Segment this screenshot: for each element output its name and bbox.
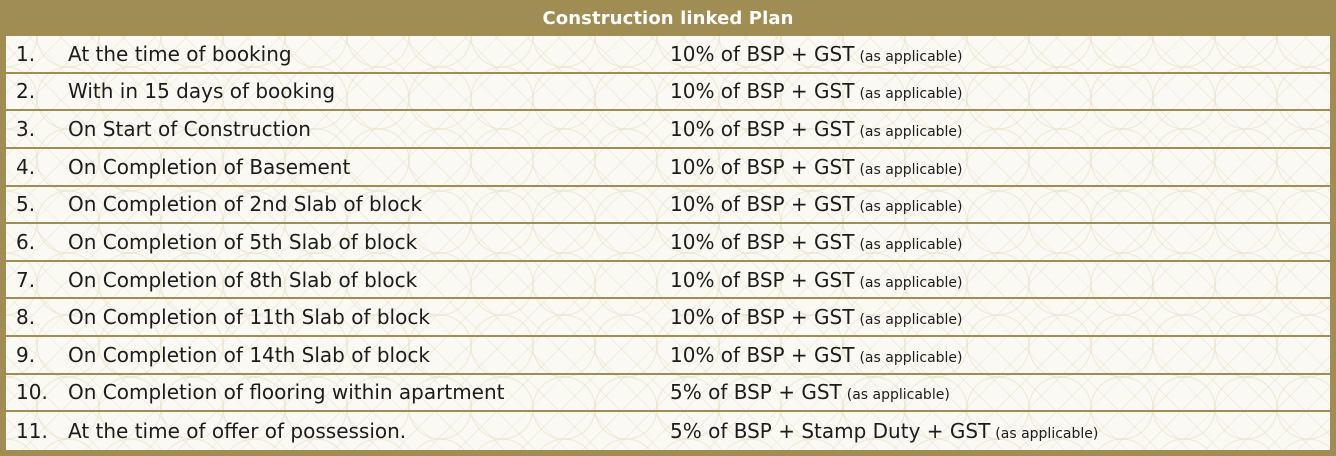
row-number: 9. [16, 342, 36, 367]
row-description: On Completion of 5th Slab of block [68, 229, 418, 254]
row-number: 4. [16, 154, 36, 179]
payment-plan-table: 1. At the time of booking 10% of BSP + G… [6, 36, 1330, 450]
row-payment: 10% of BSP + GST (as applicable) [670, 268, 963, 292]
table-row: 2. With in 15 days of booking 10% of BSP… [6, 74, 1330, 112]
row-payment: 10% of BSP + GST (as applicable) [670, 155, 963, 179]
row-number: 6. [16, 229, 36, 254]
row-number: 5. [16, 192, 36, 217]
row-number: 2. [16, 79, 36, 104]
payment-amount: 10% of BSP + GST [670, 41, 855, 66]
payment-amount: 5% of BSP + Stamp Duty + GST [670, 419, 991, 444]
applicability-note: (as applicable) [995, 426, 1099, 443]
row-description: On Completion of Basement [68, 154, 351, 179]
row-description: On Completion of flooring within apartme… [68, 380, 505, 405]
row-payment: 10% of BSP + GST (as applicable) [670, 230, 963, 254]
row-payment: 5% of BSP + GST (as applicable) [670, 380, 950, 404]
row-payment: 5% of BSP + Stamp Duty + GST (as applicab… [670, 419, 1098, 443]
applicability-note: (as applicable) [859, 86, 963, 103]
row-number: 1. [16, 41, 36, 66]
table-row: 10. On Completion of flooring within apa… [6, 375, 1330, 413]
plan-title: Construction linked Plan [542, 7, 794, 29]
row-number: 3. [16, 117, 36, 142]
applicability-note: (as applicable) [859, 199, 963, 216]
row-payment: 10% of BSP + GST (as applicable) [670, 192, 963, 216]
row-description: On Completion of 2nd Slab of block [68, 192, 423, 217]
applicability-note: (as applicable) [859, 312, 963, 329]
row-number: 7. [16, 267, 36, 292]
row-payment: 10% of BSP + GST (as applicable) [670, 79, 963, 103]
row-number: 10. [16, 380, 48, 405]
table-row: 5. On Completion of 2nd Slab of block 10… [6, 187, 1330, 225]
payment-amount: 10% of BSP + GST [670, 267, 855, 292]
applicability-note: (as applicable) [859, 124, 963, 141]
payment-amount: 5% of BSP + GST [670, 380, 842, 405]
row-description: On Completion of 11th Slab of block [68, 305, 430, 330]
row-description: On Completion of 14th Slab of block [68, 342, 430, 367]
payment-amount: 10% of BSP + GST [670, 79, 855, 104]
table-row: 9. On Completion of 14th Slab of block 1… [6, 337, 1330, 375]
row-payment: 10% of BSP + GST (as applicable) [670, 343, 963, 367]
payment-amount: 10% of BSP + GST [670, 305, 855, 330]
table-row: 1. At the time of booking 10% of BSP + G… [6, 36, 1330, 74]
applicability-note: (as applicable) [846, 387, 950, 404]
row-number: 11. [16, 419, 48, 444]
payment-amount: 10% of BSP + GST [670, 154, 855, 179]
applicability-note: (as applicable) [859, 48, 963, 65]
applicability-note: (as applicable) [859, 349, 963, 366]
applicability-note: (as applicable) [859, 161, 963, 178]
payment-amount: 10% of BSP + GST [670, 117, 855, 142]
table-row: 3. On Start of Construction 10% of BSP +… [6, 111, 1330, 149]
row-payment: 10% of BSP + GST (as applicable) [670, 305, 963, 329]
payment-amount: 10% of BSP + GST [670, 342, 855, 367]
row-number: 8. [16, 305, 36, 330]
row-payment: 10% of BSP + GST (as applicable) [670, 42, 963, 66]
table-row: 11. At the time of offer of possession. … [6, 412, 1330, 450]
row-description: With in 15 days of booking [68, 79, 336, 104]
applicability-note: (as applicable) [859, 274, 963, 291]
table-row: 7. On Completion of 8th Slab of block 10… [6, 262, 1330, 300]
row-payment: 10% of BSP + GST (as applicable) [670, 117, 963, 141]
row-description: On Completion of 8th Slab of block [68, 267, 418, 292]
table-row: 6. On Completion of 5th Slab of block 10… [6, 224, 1330, 262]
payment-amount: 10% of BSP + GST [670, 229, 855, 254]
table-row: 8. On Completion of 11th Slab of block 1… [6, 299, 1330, 337]
row-description: At the time of booking [68, 41, 292, 66]
payment-amount: 10% of BSP + GST [670, 192, 855, 217]
applicability-note: (as applicable) [859, 236, 963, 253]
row-description: At the time of offer of possession. [68, 419, 407, 444]
table-row: 4. On Completion of Basement 10% of BSP … [6, 149, 1330, 187]
row-description: On Start of Construction [68, 117, 311, 142]
